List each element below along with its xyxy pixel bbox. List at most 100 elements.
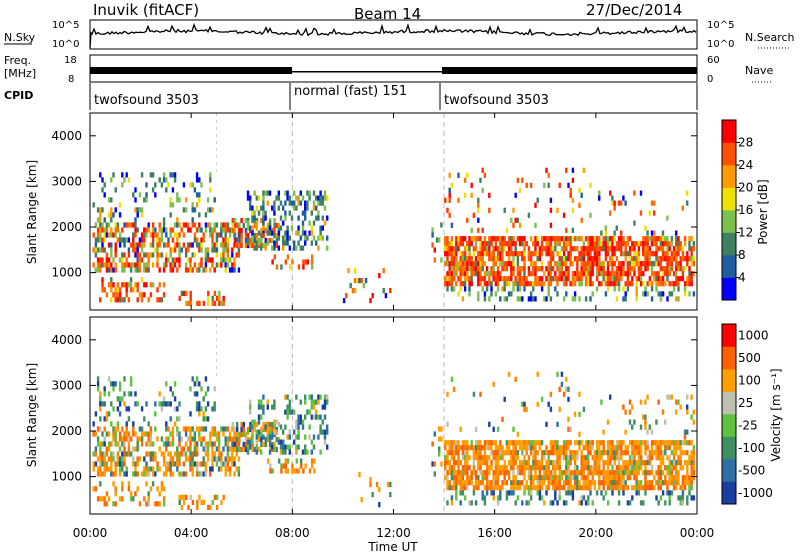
range-cell — [672, 455, 676, 461]
range-cell — [158, 491, 161, 497]
range-cell — [549, 480, 553, 486]
range-cell — [323, 439, 327, 445]
range-cell — [675, 450, 678, 456]
range-cell — [657, 261, 660, 267]
range-cell — [308, 468, 312, 474]
range-cell — [165, 441, 168, 447]
range-cell — [200, 426, 203, 432]
range-cell — [444, 475, 447, 481]
range-cell — [582, 455, 586, 461]
range-cell — [215, 295, 219, 301]
range-cell — [147, 421, 150, 427]
range-cell — [507, 261, 511, 267]
range-cell — [176, 232, 179, 238]
range-cell — [304, 230, 307, 236]
range-cell — [293, 468, 296, 474]
range-cell — [143, 237, 146, 243]
range-cell — [474, 480, 478, 486]
range-cell — [178, 416, 181, 422]
range-cell — [461, 256, 465, 262]
range-cell — [668, 480, 671, 486]
range-cell — [620, 480, 623, 486]
range-cell — [306, 259, 309, 265]
range-cell — [573, 460, 577, 466]
range-cell — [242, 421, 245, 428]
range-cell — [279, 200, 283, 206]
range-cell — [567, 236, 570, 242]
range-cell — [659, 281, 663, 287]
range-cell — [189, 295, 192, 301]
range-cell — [499, 296, 502, 302]
range-cell — [118, 202, 122, 208]
range-cell — [532, 251, 535, 257]
range-cell — [463, 480, 467, 486]
range-cell — [220, 426, 223, 432]
range-cell — [488, 256, 491, 262]
range-cell — [236, 222, 239, 229]
range-cell — [653, 251, 656, 257]
range-cell — [94, 222, 98, 228]
range-cell — [242, 446, 245, 453]
range-cell — [525, 276, 528, 282]
range-cell — [187, 227, 190, 233]
range-cell — [228, 227, 232, 233]
range-cell — [646, 256, 649, 262]
range-cell — [512, 271, 515, 277]
range-cell — [628, 409, 632, 415]
range-cell — [193, 222, 197, 228]
range-cell — [238, 232, 241, 239]
range-cell — [176, 242, 179, 248]
range-cell — [295, 419, 298, 425]
range-cell — [116, 282, 120, 288]
range-cell — [523, 455, 526, 461]
range-cell — [202, 396, 205, 402]
range-cell — [107, 466, 111, 472]
range-cell — [512, 222, 515, 228]
range-cell — [99, 396, 102, 402]
range-cell — [226, 461, 230, 467]
range-cell — [237, 252, 241, 258]
range-cell — [286, 409, 289, 415]
range-cell — [483, 246, 487, 252]
range-cell — [670, 281, 674, 287]
range-cell — [220, 262, 223, 268]
range-cell — [679, 276, 682, 282]
range-cell — [94, 242, 98, 248]
range-cell — [211, 242, 214, 248]
range-cell — [151, 237, 155, 243]
range-cell — [165, 177, 168, 183]
range-cell — [567, 440, 570, 446]
range-cell — [666, 266, 669, 272]
range-cell — [477, 440, 480, 446]
range-cell — [505, 276, 509, 282]
range-cell — [505, 281, 509, 287]
range-cell — [233, 227, 237, 234]
range-cell — [140, 212, 144, 218]
range-cell — [675, 296, 678, 302]
range-cell — [633, 256, 636, 262]
range-cell — [532, 281, 535, 287]
range-cell — [236, 421, 239, 428]
range-cell — [99, 471, 102, 477]
range-cell — [189, 257, 192, 263]
range-cell — [169, 471, 172, 477]
range-cell — [282, 205, 285, 211]
range-cell — [681, 450, 685, 456]
range-cell — [118, 386, 122, 392]
range-cell — [470, 241, 473, 247]
range-cell — [271, 444, 274, 450]
range-cell — [461, 455, 465, 461]
range-cell — [503, 460, 506, 466]
range-cell — [646, 440, 649, 446]
range-cell — [121, 451, 124, 457]
range-cell — [558, 386, 561, 392]
range-cell — [565, 276, 568, 282]
range-cell — [286, 235, 289, 241]
range-cell — [438, 426, 441, 432]
range-cell — [231, 441, 234, 448]
range-cell — [444, 261, 447, 267]
range-cell — [101, 222, 104, 228]
range-cell — [101, 237, 104, 243]
range-cell — [648, 261, 652, 267]
range-cell — [200, 441, 203, 447]
